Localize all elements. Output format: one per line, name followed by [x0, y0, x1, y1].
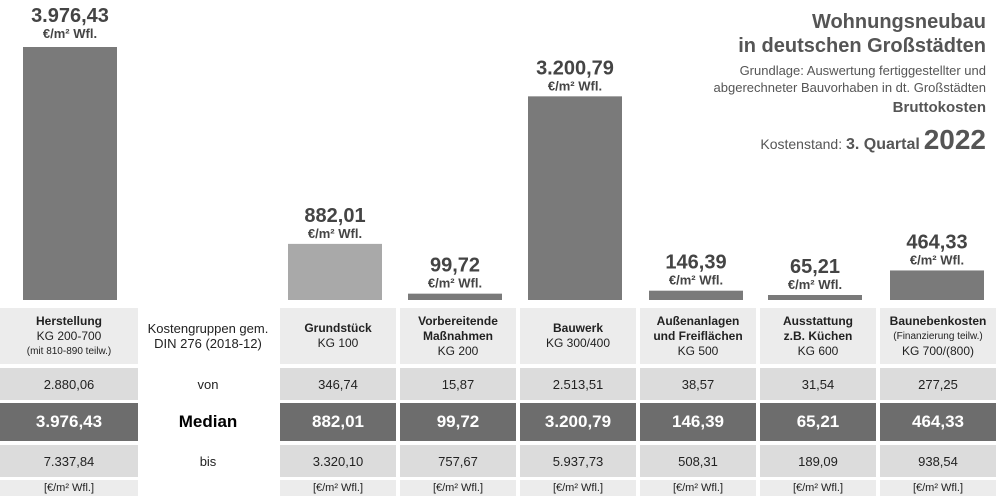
- bis-cell-4: 5.937,73: [520, 445, 636, 477]
- kostenstand-quarter: 3. Quartal: [846, 136, 920, 153]
- table-header-4: Bauwerk KG 300/400: [520, 308, 636, 364]
- bar-value-label-7: 464,33: [906, 231, 967, 253]
- bar-value-label-2: 882,01: [304, 205, 365, 227]
- header-title: Vorbereitende: [418, 313, 498, 328]
- table-header-5: Außenanlagen und Freiflächen KG 500: [640, 308, 756, 364]
- bar-unit-label-3: €/m² Wfl.: [428, 276, 482, 291]
- header-kg: KG 500: [677, 343, 719, 358]
- median-cell-6: 65,21: [760, 403, 876, 441]
- unit-cell-1: [€/m² Wfl.]: [0, 480, 138, 496]
- bar-unit-label-5: €/m² Wfl.: [669, 273, 723, 288]
- row-label-bis: bis: [140, 445, 276, 477]
- median-cell-7: 464,33: [880, 403, 996, 441]
- bis-cell-2: 3.320,10: [280, 445, 396, 477]
- row-label-von: von: [140, 368, 276, 400]
- bar-1: [23, 47, 117, 300]
- von-cell-2: 346,74: [280, 368, 396, 400]
- header-title: Baunebenkosten: [889, 313, 987, 328]
- bar-unit-label-2: €/m² Wfl.: [308, 226, 362, 241]
- bar-value-label-1: 3.976,43: [31, 5, 109, 27]
- bar-unit-label-6: €/m² Wfl.: [788, 277, 842, 292]
- header-title-2: z.B. Küchen: [783, 328, 853, 343]
- unit-cell-5: [€/m² Wfl.]: [640, 480, 756, 496]
- header-title-2: Maßnahmen: [422, 328, 493, 343]
- bar-value-label-3: 99,72: [430, 255, 480, 277]
- median-cell-5: 146,39: [640, 403, 756, 441]
- bar-unit-label-4: €/m² Wfl.: [548, 78, 602, 93]
- chart-title-line1: Wohnungsneubau: [811, 11, 986, 33]
- median-cell-4: 3.200,79: [520, 403, 636, 441]
- header-title: Herstellung: [35, 313, 102, 328]
- bis-cell-1: 7.337,84: [0, 445, 138, 477]
- unit-cell-3: [€/m² Wfl.]: [400, 480, 516, 496]
- table-header-1: Herstellung KG 200-700 (mit 810-890 teilw.…: [0, 308, 138, 364]
- header-kg: KG 200-700: [36, 328, 102, 343]
- header-note: (mit 810-890 teilw.): [26, 345, 112, 357]
- table-header-3: Vorbereitende Maßnahmen KG 200: [400, 308, 516, 364]
- chart-title-line2: in deutschen Großstädten: [738, 35, 986, 57]
- unit-cell-7: [€/m² Wfl.]: [880, 480, 996, 496]
- bis-cell-7: 938,54: [880, 445, 996, 477]
- bar-unit-label-7: €/m² Wfl.: [910, 252, 964, 267]
- bis-cell-6: 189,09: [760, 445, 876, 477]
- bar-7: [890, 270, 984, 300]
- unit-cell-6: [€/m² Wfl.]: [760, 480, 876, 496]
- header-kg: KG 100: [317, 336, 359, 350]
- bar-2: [288, 243, 382, 300]
- table-header-6: Ausstattung z.B. Küchen KG 600: [760, 308, 876, 364]
- table-header-2: Grundstück KG 100: [280, 308, 396, 364]
- von-cell-6: 31,54: [760, 368, 876, 400]
- row-label-median: Median: [140, 403, 276, 441]
- bis-cell-3: 757,67: [400, 445, 516, 477]
- chart-subtitle-line1: Grundlage: Auswertung fertiggestellter u…: [739, 63, 986, 78]
- bar-5: [649, 290, 743, 300]
- kostengruppen-line1: Kostengruppen gem.: [147, 321, 269, 336]
- median-cell-1: 3.976,43: [0, 403, 138, 441]
- bar-3: [408, 293, 502, 300]
- table-header-7: Baunebenkosten (Finanzierung teilw.) KG 70…: [880, 308, 996, 364]
- header-title: Außenanlagen: [656, 313, 740, 328]
- unit-cell-4: [€/m² Wfl.]: [520, 480, 636, 496]
- header-kg: KG 700/(800): [901, 343, 975, 358]
- unit-cell-2: [€/m² Wfl.]: [280, 480, 396, 496]
- header-title-2: und Freiflächen: [653, 328, 743, 343]
- header-kg: KG 600: [797, 343, 839, 358]
- von-cell-3: 15,87: [400, 368, 516, 400]
- bar-unit-label-1: €/m² Wfl.: [43, 26, 97, 41]
- kostenstand-label: Kostenstand:: [760, 136, 843, 152]
- kostengruppen-label: Kostengruppen gem. DIN 276 (2018-12): [140, 308, 276, 364]
- bar-value-label-6: 65,21: [790, 256, 840, 278]
- kostengruppen-line2: DIN 276 (2018-12): [154, 336, 262, 351]
- header-title: Bauwerk: [552, 321, 604, 335]
- chart-title-block: Wohnungsneubau in deutschen Großstädten …: [714, 10, 986, 156]
- header-title: Ausstattung: [783, 313, 853, 328]
- median-cell-3: 99,72: [400, 403, 516, 441]
- header-note: (Finanzierung teilw.): [893, 330, 983, 342]
- bar-value-label-4: 3.200,79: [536, 57, 614, 79]
- chart-subtitle-line2: abgerechneter Bauvorhaben in dt. Großstä…: [713, 80, 986, 95]
- header-title: Grundstück: [304, 321, 372, 335]
- header-kg: KG 200: [437, 343, 479, 358]
- bar-6: [768, 295, 862, 300]
- bar-4: [528, 96, 622, 300]
- von-cell-5: 38,57: [640, 368, 756, 400]
- bis-cell-5: 508,31: [640, 445, 756, 477]
- von-cell-7: 277,25: [880, 368, 996, 400]
- header-kg: KG 300/400: [545, 336, 611, 350]
- von-cell-1: 2.880,06: [0, 368, 138, 400]
- median-cell-2: 882,01: [280, 403, 396, 441]
- kostenstand-year: 2022: [923, 124, 986, 155]
- kostenstand: Kostenstand: 3. Quartal 2022: [714, 124, 986, 156]
- von-cell-4: 2.513,51: [520, 368, 636, 400]
- chart-basis: Bruttokosten: [892, 99, 986, 116]
- bar-value-label-5: 146,39: [665, 252, 726, 274]
